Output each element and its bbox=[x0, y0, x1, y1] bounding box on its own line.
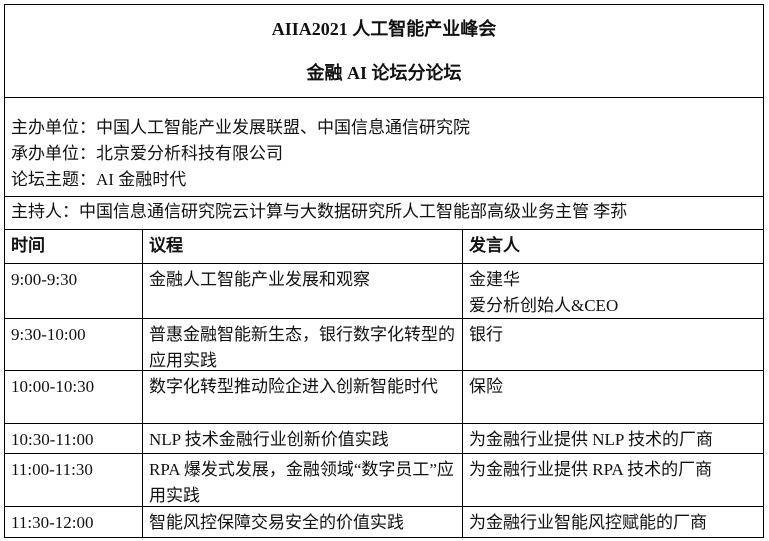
host: 主持人：中国信息通信研究院云计算与大数据研究所人工智能部高级业务主管 李荪 bbox=[5, 197, 763, 230]
time-cell: 10:30-11:00 bbox=[5, 424, 143, 453]
table-row: 11:30-12:00 智能风控保障交易安全的价值实践 为金融行业智能风控赋能的… bbox=[5, 507, 763, 537]
table-row: 10:30-11:00 NLP 技术金融行业创新价值实践 为金融行业提供 NLP… bbox=[5, 424, 763, 454]
forum-theme: 论坛主题：AI 金融时代 bbox=[11, 170, 187, 189]
event-title: AIIA2021 人工智能产业峰会 bbox=[271, 19, 497, 39]
time-cell: 9:30-10:00 bbox=[5, 319, 143, 370]
table-row: 11:00-11:30 RPA 爆发式发展，金融领域“数字员工”应用实践 为金融… bbox=[5, 454, 763, 507]
agenda-cell: NLP 技术金融行业创新价值实践 bbox=[143, 424, 463, 453]
speaker-cell: 为金融行业提供 RPA 技术的厂商 bbox=[469, 460, 713, 479]
speaker-cell: 为金融行业提供 NLP 技术的厂商 bbox=[469, 430, 713, 449]
agenda-cell: 普惠金融智能新生态，银行数字化转型的应用实践 bbox=[143, 319, 463, 370]
header-speaker: 发言人 bbox=[469, 236, 520, 255]
agenda-cell: RPA 爆发式发展，金融领域“数字员工”应用实践 bbox=[143, 454, 463, 506]
table-header: 时间 议程 发言人 bbox=[5, 230, 763, 264]
table-row: 9:00-9:30 金融人工智能产业发展和观察 金建华 爱分析创始人&CEO bbox=[5, 264, 763, 319]
speaker-title: 爱分析创始人&CEO bbox=[469, 296, 619, 315]
time-cell: 11:30-12:00 bbox=[5, 507, 143, 537]
time-cell: 11:00-11:30 bbox=[5, 454, 143, 506]
agenda-table: AIIA2021 人工智能产业峰会 金融 AI 论坛分论坛 主办单位：中国人工智… bbox=[4, 4, 764, 538]
organizer: 主办单位：中国人工智能产业发展联盟、中国信息通信研究院 bbox=[11, 118, 470, 137]
agenda-cell: 金融人工智能产业发展和观察 bbox=[143, 264, 463, 318]
speaker-cell: 金建华 爱分析创始人&CEO bbox=[463, 264, 763, 318]
speaker-cell: 为金融行业智能风控赋能的厂商 bbox=[469, 513, 707, 532]
time-cell: 9:00-9:30 bbox=[5, 264, 143, 318]
speaker-cell: 保险 bbox=[469, 377, 503, 396]
title-block: AIIA2021 人工智能产业峰会 金融 AI 论坛分论坛 bbox=[5, 5, 763, 98]
agenda-cell: 数字化转型推动险企进入创新智能时代 bbox=[143, 371, 463, 423]
speaker-name: 金建华 bbox=[469, 270, 520, 289]
speaker-cell: 银行 bbox=[469, 325, 503, 344]
table-row: 10:00-10:30 数字化转型推动险企进入创新智能时代 保险 bbox=[5, 371, 763, 424]
forum-title: 金融 AI 论坛分论坛 bbox=[306, 63, 462, 83]
info-block: 主办单位：中国人工智能产业发展联盟、中国信息通信研究院 承办单位：北京爱分析科技… bbox=[5, 98, 763, 197]
table-row: 9:30-10:00 普惠金融智能新生态，银行数字化转型的应用实践 银行 bbox=[5, 319, 763, 371]
co-organizer: 承办单位：北京爱分析科技有限公司 bbox=[11, 144, 283, 163]
header-time: 时间 bbox=[5, 230, 143, 263]
time-cell: 10:00-10:30 bbox=[5, 371, 143, 423]
header-agenda: 议程 bbox=[143, 230, 463, 263]
agenda-cell: 智能风控保障交易安全的价值实践 bbox=[143, 507, 463, 537]
